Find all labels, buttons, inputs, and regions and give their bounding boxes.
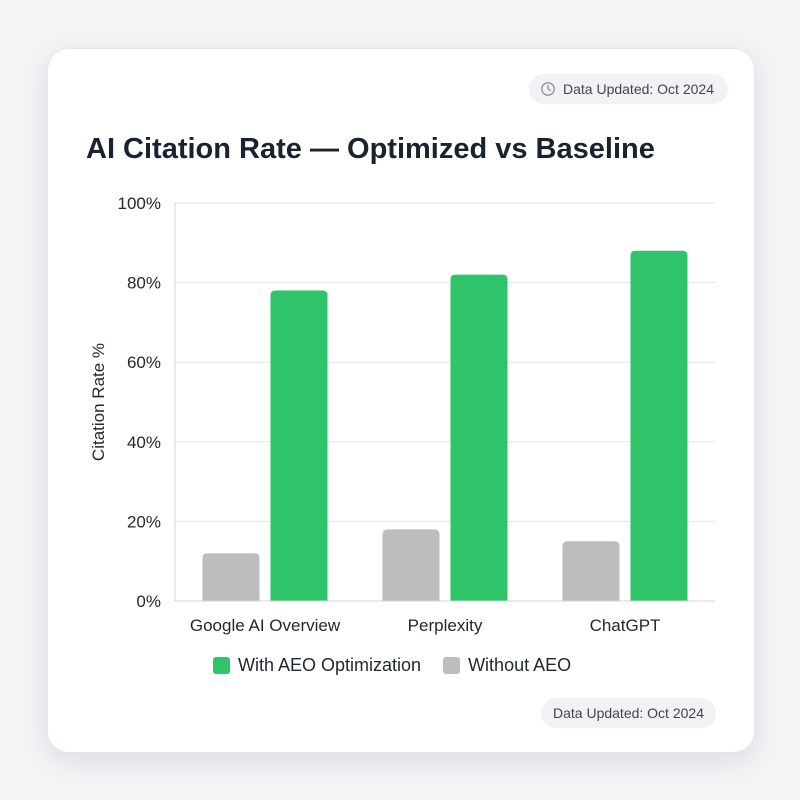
x-tick-label-0: Google AI Overview xyxy=(190,616,341,635)
x-tick-label-2: ChatGPT xyxy=(590,616,661,635)
legend-item-without-aeo: Without AEO xyxy=(443,655,571,676)
bar-without-aeo-1 xyxy=(382,529,440,601)
bar-with-aeo-2 xyxy=(630,250,688,601)
y-tick-label-20: 20% xyxy=(127,512,161,531)
legend-item-with-aeo: With AEO Optimization xyxy=(213,655,421,676)
legend-label-with-aeo: With AEO Optimization xyxy=(238,655,422,675)
y-axis-label: Citation Rate % xyxy=(89,343,108,461)
data-updated-text-bottom: Data Updated: Oct 2024 xyxy=(553,705,704,721)
data-updated-badge-top: Data Updated: Oct 2024 xyxy=(529,74,728,104)
y-tick-label-100: 100% xyxy=(118,194,161,213)
data-updated-badge-bottom: Data Updated: Oct 2024 xyxy=(541,698,716,728)
x-tick-label-1: Perplexity xyxy=(408,616,483,635)
legend-swatch-with-aeo xyxy=(213,657,230,674)
y-tick-label-0: 0% xyxy=(136,592,161,611)
legend-label-without-aeo: Without AEO xyxy=(468,655,572,675)
y-tick-label-60: 60% xyxy=(127,353,161,372)
chart-title: AI Citation Rate — Optimized vs Baseline xyxy=(86,133,655,165)
legend-swatch-without-aeo xyxy=(443,657,461,674)
chart-card: Data Updated: Oct 2024 AI Citation Rate … xyxy=(47,48,755,753)
data-updated-text-top: Data Updated: Oct 2024 xyxy=(563,81,714,97)
bar-without-aeo-2 xyxy=(562,541,620,601)
chart-legend: With AEO Optimization Without AEO xyxy=(213,655,593,676)
bar-chart: 0% 20% 40% 60% 80% 100% Citation Rate % Google … xyxy=(89,194,715,635)
bar-without-aeo-0 xyxy=(202,553,260,601)
clock-icon xyxy=(541,82,555,96)
y-tick-label-80: 80% xyxy=(127,274,161,293)
bar-with-aeo-0 xyxy=(270,290,328,601)
bar-with-aeo-1 xyxy=(450,274,508,601)
y-tick-label-40: 40% xyxy=(127,433,161,452)
